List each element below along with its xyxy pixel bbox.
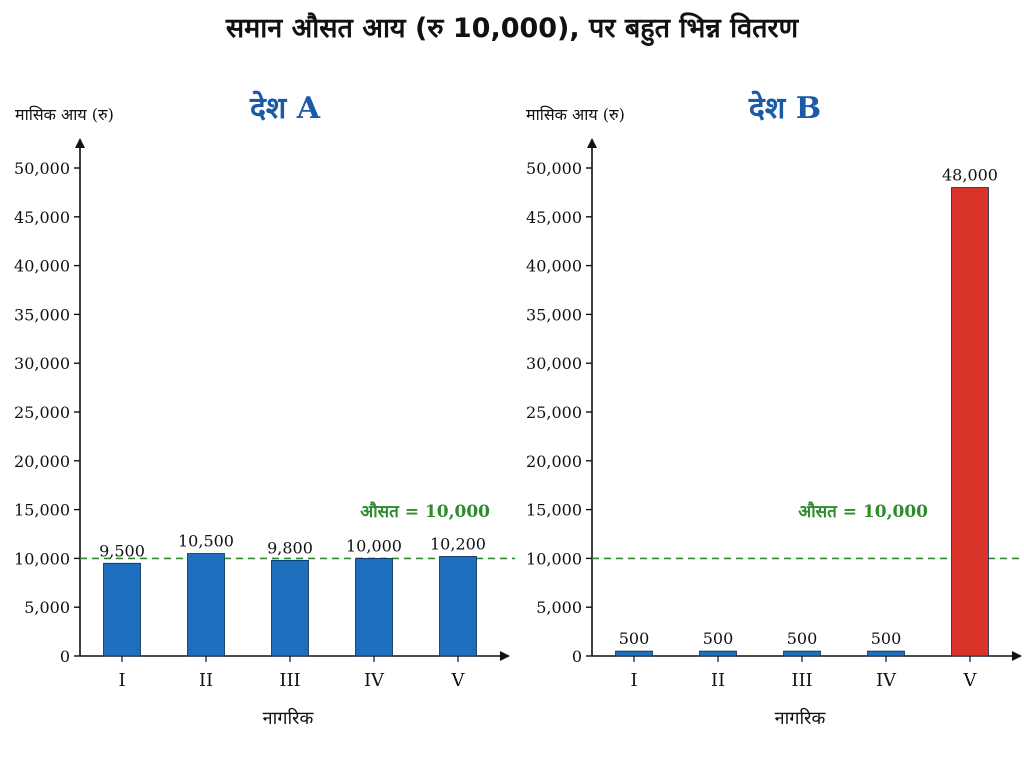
- y-tick-label: 5,000: [24, 598, 70, 617]
- y-axis-label: मासिक आय (रु): [526, 105, 625, 124]
- y-tick-label: 45,000: [526, 208, 582, 227]
- x-tick-label: V: [963, 670, 978, 691]
- bar-value-label: 10,500: [178, 532, 234, 551]
- y-tick-label: 35,000: [526, 305, 582, 324]
- y-tick-label: 15,000: [526, 501, 582, 520]
- y-axis-arrow: [75, 138, 85, 148]
- y-tick-label: 5,000: [536, 598, 582, 617]
- y-tick-label: 10,000: [14, 549, 70, 568]
- y-tick-label: 0: [572, 647, 582, 666]
- bar-value-label: 48,000: [942, 166, 998, 185]
- bar: [951, 187, 989, 657]
- bar-value-label: 500: [619, 629, 650, 648]
- bar-value-label: 9,800: [267, 538, 313, 557]
- bar-value-label: 500: [703, 629, 734, 648]
- bar-value-label: 9,500: [99, 541, 145, 560]
- panel-title: देश B: [748, 90, 821, 126]
- x-tick-label: I: [630, 670, 637, 691]
- y-tick-label: 30,000: [526, 354, 582, 373]
- y-tick-label: 40,000: [14, 257, 70, 276]
- chart-panel-country-a: देश A मासिक आय (रु) 0 5,000 10,000 15,000 20,0…: [14, 90, 515, 729]
- y-tick-label: 15,000: [14, 501, 70, 520]
- main-title: समान औसत आय (रु 10,000), पर बहुत भिन्न व…: [225, 13, 799, 44]
- bar: [699, 650, 737, 657]
- y-tick-label: 40,000: [526, 257, 582, 276]
- x-axis-arrow: [1012, 651, 1022, 661]
- x-tick-label: IV: [876, 670, 897, 691]
- y-axis-arrow: [587, 138, 597, 148]
- x-tick-label: III: [791, 670, 812, 691]
- x-tick-label: II: [711, 670, 725, 691]
- y-tick-label: 35,000: [14, 305, 70, 324]
- y-tick-label: 50,000: [14, 159, 70, 178]
- y-tick-label: 20,000: [526, 452, 582, 471]
- bar-value-label: 10,200: [430, 534, 486, 553]
- y-tick-label: 0: [60, 647, 70, 666]
- x-axis-label: नागरिक: [775, 707, 827, 729]
- y-tick-label: 20,000: [14, 452, 70, 471]
- y-tick-label: 25,000: [526, 403, 582, 422]
- x-axis-arrow: [500, 651, 510, 661]
- bar: [355, 558, 393, 657]
- bar: [271, 559, 309, 657]
- y-tick-label: 10,000: [526, 549, 582, 568]
- bar-value-label: 500: [871, 629, 902, 648]
- y-tick-label: 45,000: [14, 208, 70, 227]
- bar: [867, 650, 905, 657]
- y-tick-label: 25,000: [14, 403, 70, 422]
- bar: [187, 553, 225, 657]
- mean-label: औसत = 10,000: [798, 501, 928, 522]
- y-tick-label: 30,000: [14, 354, 70, 373]
- bar-value-label: 500: [787, 629, 818, 648]
- x-tick-label: II: [199, 670, 213, 691]
- bar: [783, 650, 821, 657]
- x-tick-label: V: [451, 670, 466, 691]
- bar: [103, 562, 141, 657]
- bar: [615, 650, 653, 657]
- x-tick-label: I: [118, 670, 125, 691]
- chart-panel-country-b: देश B मासिक आय (रु) 0 5,000 10,000 15,000 20,0…: [526, 90, 1024, 729]
- y-axis-label: मासिक आय (रु): [15, 105, 114, 124]
- x-axis-label: नागरिक: [263, 707, 315, 729]
- mean-label: औसत = 10,000: [360, 501, 490, 522]
- bar: [439, 556, 477, 657]
- y-tick-label: 50,000: [526, 159, 582, 178]
- x-tick-label: III: [279, 670, 300, 691]
- x-tick-label: IV: [364, 670, 385, 691]
- bar-value-label: 10,000: [346, 536, 402, 555]
- panel-title: देश A: [249, 90, 321, 126]
